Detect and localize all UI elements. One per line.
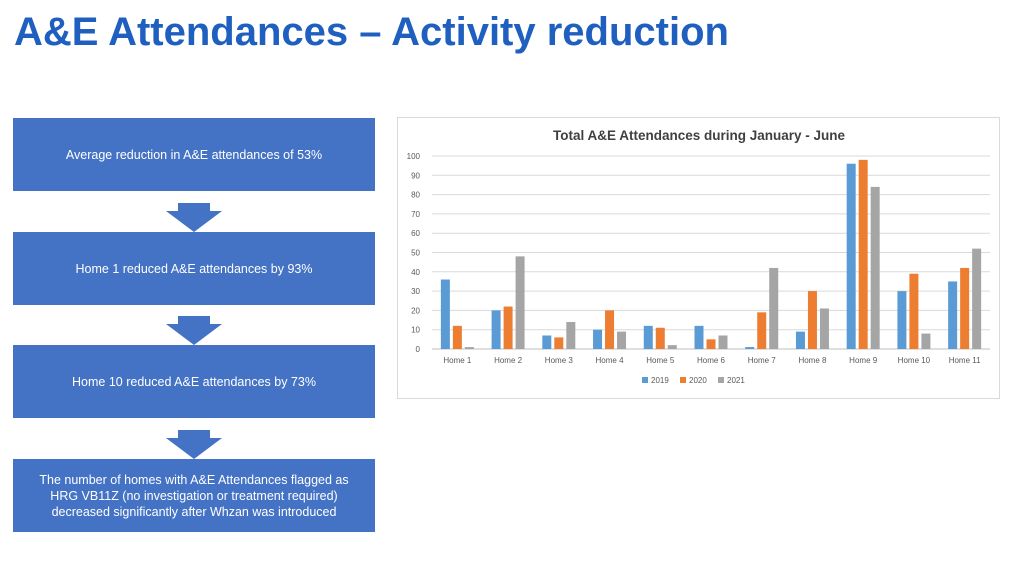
- bar-2019: [897, 291, 907, 349]
- bar-2020: [655, 327, 665, 349]
- legend-swatch-2021: [718, 377, 724, 383]
- y-tick-label: 50: [411, 249, 420, 258]
- bar-2019: [593, 329, 603, 349]
- bar-2019: [948, 281, 958, 349]
- x-tick-label: Home 1: [443, 356, 472, 365]
- y-tick-label: 20: [411, 306, 420, 315]
- bar-2021: [972, 248, 982, 349]
- chart-title: Total A&E Attendances during January - J…: [553, 128, 846, 143]
- x-tick-label: Home 10: [898, 356, 931, 365]
- legend-label: 2020: [689, 376, 707, 385]
- x-tick-label: Home 7: [748, 356, 777, 365]
- down-arrow-icon: [166, 430, 222, 459]
- bar-2021: [819, 308, 829, 349]
- bar-2019: [491, 310, 501, 349]
- y-tick-label: 70: [411, 210, 420, 219]
- x-tick-label: Home 9: [849, 356, 878, 365]
- flow-box-text: Average reduction in A&E attendances of …: [65, 147, 323, 162]
- bar-2020: [807, 291, 817, 349]
- bar-2021: [515, 256, 525, 349]
- x-tick-label: Home 8: [798, 356, 827, 365]
- y-tick-label: 80: [411, 191, 420, 200]
- chart-frame: Total A&E Attendances during January - J…: [397, 117, 1000, 399]
- y-tick-label: 40: [411, 268, 420, 277]
- flow-box-text: Home 10 reduced A&E attendances by 73%: [72, 374, 316, 389]
- bar-2021: [464, 347, 474, 349]
- down-arrow-icon: [166, 316, 222, 345]
- bar-2020: [452, 325, 462, 349]
- x-tick-label: Home 3: [545, 356, 574, 365]
- x-tick-label: Home 11: [949, 356, 981, 365]
- bar-2021: [921, 333, 931, 349]
- flow-box-hrg-vb11z: The number of homes with A&E Attendances…: [13, 459, 375, 532]
- bar-2020: [858, 159, 868, 349]
- bar-2020: [503, 306, 513, 349]
- bar-2019: [795, 331, 805, 349]
- legend-swatch-2019: [642, 377, 648, 383]
- bar-2020: [706, 339, 716, 349]
- y-tick-label: 90: [411, 171, 420, 180]
- bar-2019: [846, 163, 856, 349]
- bar-2021: [769, 267, 779, 349]
- legend-label: 2019: [651, 376, 669, 385]
- bar-2021: [667, 345, 677, 349]
- flow-box-text: The number of homes with A&E Attendances…: [39, 472, 349, 519]
- y-tick-label: 10: [411, 326, 420, 335]
- bar-2020: [757, 312, 767, 349]
- bar-2019: [542, 335, 552, 349]
- y-tick-label: 0: [416, 345, 421, 354]
- attendances-bar-chart: Total A&E Attendances during January - J…: [407, 128, 990, 385]
- flow-box-text: Home 1 reduced A&E attendances by 93%: [75, 261, 313, 276]
- bar-2019: [643, 325, 653, 349]
- legend-label: 2021: [727, 376, 745, 385]
- bar-2021: [718, 335, 728, 349]
- flow-box-home-1: Home 1 reduced A&E attendances by 93%: [13, 232, 375, 305]
- bar-2019: [694, 325, 704, 349]
- x-tick-label: Home 5: [646, 356, 675, 365]
- y-tick-label: 60: [411, 229, 420, 238]
- bar-2021: [617, 331, 627, 349]
- bar-2021: [870, 186, 880, 349]
- x-tick-label: Home 6: [697, 356, 726, 365]
- page-title: A&E Attendances – Activity reduction: [14, 10, 729, 54]
- flow-box-home-10: Home 10 reduced A&E attendances by 73%: [13, 345, 375, 418]
- x-tick-label: Home 2: [494, 356, 523, 365]
- flow-box-average-reduction: Average reduction in A&E attendances of …: [13, 118, 375, 191]
- down-arrow-icon: [166, 203, 222, 232]
- legend-swatch-2020: [680, 377, 686, 383]
- bar-2020: [960, 267, 970, 349]
- x-tick-label: Home 4: [596, 356, 625, 365]
- y-tick-label: 100: [407, 152, 421, 161]
- bar-2020: [605, 310, 615, 349]
- bar-2019: [440, 279, 450, 349]
- bar-2021: [566, 321, 576, 349]
- bar-2019: [745, 347, 755, 349]
- bar-2020: [554, 337, 564, 349]
- y-tick-label: 30: [411, 287, 420, 296]
- bar-2020: [909, 273, 919, 349]
